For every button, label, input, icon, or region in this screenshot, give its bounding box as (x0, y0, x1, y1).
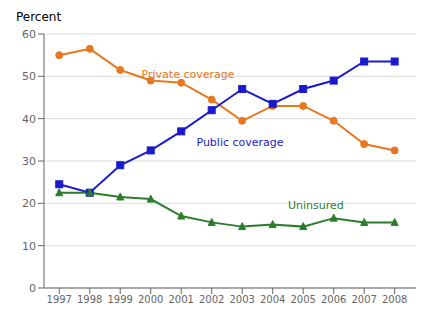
svg-text:2005: 2005 (290, 294, 315, 305)
svg-text:Uninsured: Uninsured (288, 199, 344, 212)
svg-text:50: 50 (22, 70, 36, 83)
svg-text:2007: 2007 (351, 294, 376, 305)
svg-text:1999: 1999 (108, 294, 133, 305)
svg-text:60: 60 (22, 28, 36, 41)
svg-text:Private coverage: Private coverage (142, 68, 235, 81)
svg-text:30: 30 (22, 155, 36, 168)
svg-text:2003: 2003 (229, 294, 254, 305)
svg-text:Public coverage: Public coverage (196, 136, 283, 149)
svg-text:1998: 1998 (77, 294, 102, 305)
svg-text:2000: 2000 (138, 294, 163, 305)
svg-text:20: 20 (22, 197, 36, 210)
svg-text:2002: 2002 (199, 294, 224, 305)
svg-text:2008: 2008 (382, 294, 407, 305)
svg-text:40: 40 (22, 113, 36, 126)
svg-text:2006: 2006 (321, 294, 346, 305)
svg-text:1997: 1997 (47, 294, 72, 305)
svg-text:10: 10 (22, 240, 36, 253)
html-text:Percent: Percent (16, 10, 62, 24)
svg-text:0: 0 (29, 282, 36, 295)
svg-text:2004: 2004 (260, 294, 285, 305)
svg-text:2001: 2001 (168, 294, 193, 305)
